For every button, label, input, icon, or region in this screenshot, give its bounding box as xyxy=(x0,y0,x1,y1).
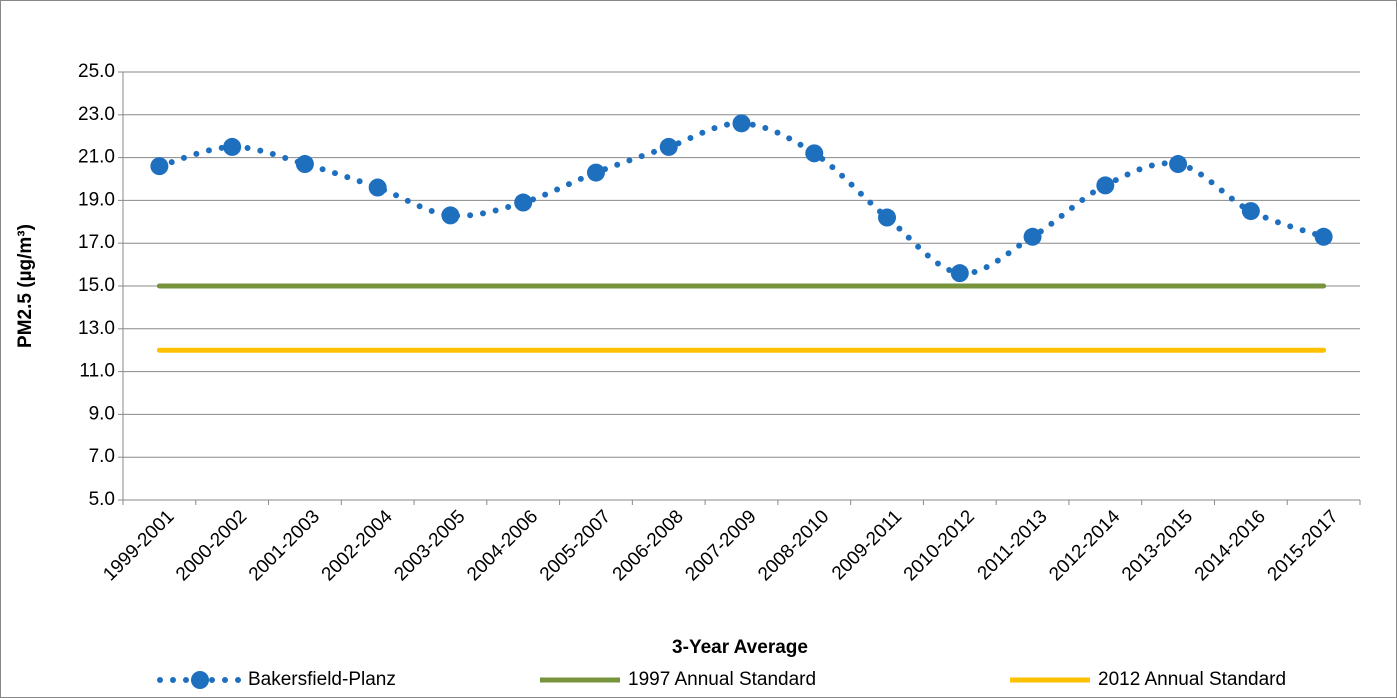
data-point xyxy=(150,157,169,176)
data-point xyxy=(950,264,969,283)
y-tick-label: 11.0 xyxy=(79,361,115,382)
data-point xyxy=(878,208,897,227)
data-point xyxy=(1169,155,1188,174)
data-point xyxy=(1314,227,1333,246)
y-tick-label: 13.0 xyxy=(78,318,115,339)
data-point xyxy=(223,137,242,156)
data-point xyxy=(514,193,533,212)
data-point xyxy=(368,178,387,197)
y-tick-label: 15.0 xyxy=(78,275,115,296)
y-tick-label: 21.0 xyxy=(78,147,115,168)
data-point xyxy=(295,155,314,174)
x-axis-title: 3-Year Average xyxy=(672,637,808,658)
data-point xyxy=(659,137,678,156)
data-point xyxy=(586,163,605,182)
data-point xyxy=(1096,176,1115,195)
y-tick-label: 17.0 xyxy=(78,232,115,253)
y-tick-label: 19.0 xyxy=(78,189,115,210)
y-axis-title: PM2.5 (µg/m³) xyxy=(15,224,36,348)
y-tick-label: 7.0 xyxy=(89,446,115,467)
data-point xyxy=(732,114,751,133)
data-point xyxy=(1023,227,1042,246)
legend-label: 1997 Annual Standard xyxy=(628,669,816,690)
y-tick-label: 9.0 xyxy=(89,403,115,424)
legend-label: 2012 Annual Standard xyxy=(1098,669,1286,690)
data-point xyxy=(805,144,824,163)
legend-label: Bakersfield-Planz xyxy=(248,669,396,690)
data-point xyxy=(441,206,460,225)
legend-symbol xyxy=(191,671,209,689)
data-point xyxy=(1241,202,1260,221)
series-line xyxy=(156,120,1327,277)
y-tick-label: 5.0 xyxy=(89,489,115,510)
y-tick-label: 23.0 xyxy=(78,104,115,125)
y-tick-label: 25.0 xyxy=(78,61,115,82)
